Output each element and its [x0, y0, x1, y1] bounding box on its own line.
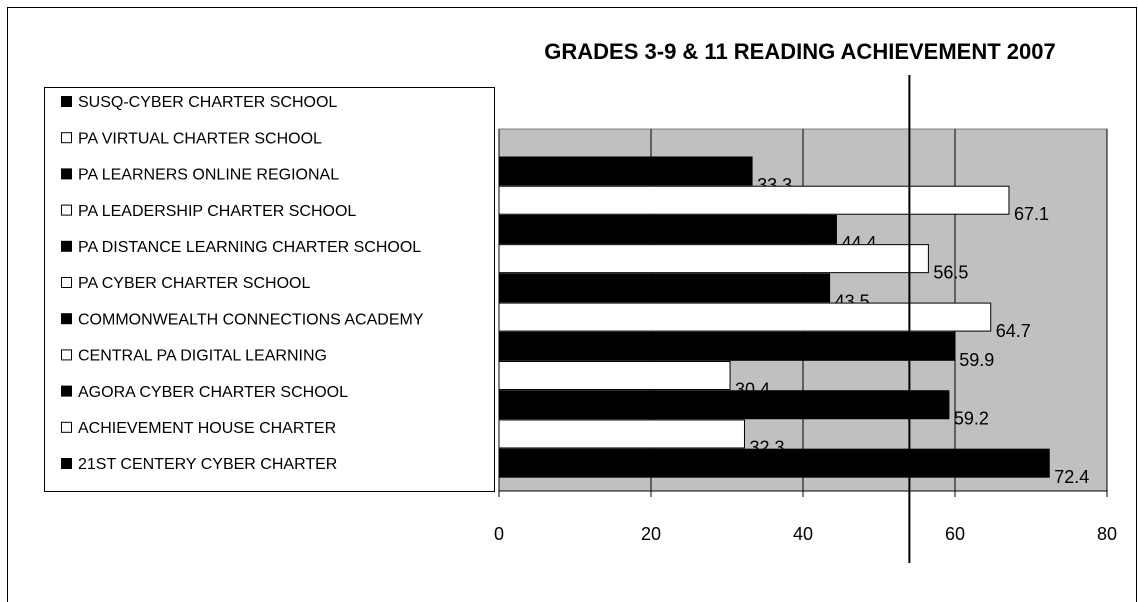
legend-marker [61, 132, 72, 144]
value-label: 59.9 [959, 350, 994, 370]
x-tick-label: 40 [793, 524, 813, 544]
bar [498, 185, 1010, 215]
legend-label: CENTRAL PA DIGITAL LEARNING [78, 348, 327, 365]
bar [498, 273, 831, 303]
bar [498, 448, 1050, 478]
legend-label: SUSQ-CYBER CHARTER SCHOOL [78, 94, 337, 111]
legend-marker [61, 277, 72, 288]
legend-marker [61, 421, 72, 433]
x-tick-label: 0 [494, 524, 504, 544]
legend-marker [61, 385, 72, 397]
bar [498, 244, 929, 274]
value-label: 64.7 [996, 321, 1031, 341]
value-label: 72.4 [1054, 467, 1089, 487]
bar [498, 156, 753, 186]
legend-label: PA DISTANCE LEARNING CHARTER SCHOOL [78, 239, 421, 256]
legend-label: PA LEARNERS ONLINE REGIONAL [78, 167, 339, 184]
legend-marker [61, 313, 72, 325]
value-label: 59.2 [954, 408, 989, 428]
legend-label: PA CYBER CHARTER SCHOOL [78, 275, 310, 292]
legend-marker [61, 204, 72, 216]
legend-label: AGORA CYBER CHARTER SCHOOL [78, 384, 348, 401]
legend [44, 87, 495, 492]
x-tick-label: 20 [641, 524, 661, 544]
bar [498, 302, 992, 332]
bar [498, 331, 955, 361]
value-label: 56.5 [933, 262, 968, 282]
legend-marker [61, 96, 72, 107]
bar [498, 361, 731, 391]
value-label: 67.1 [1014, 204, 1049, 224]
legend-label: ACHIEVEMENT HOUSE CHARTER [78, 420, 336, 437]
legend-label: PA VIRTUAL CHARTER SCHOOL [78, 130, 322, 147]
chart-title: GRADES 3-9 & 11 READING ACHIEVEMENT 2007 [544, 39, 1055, 64]
x-tick-label: 80 [1097, 524, 1117, 544]
bar [498, 419, 745, 449]
legend-label: COMMONWEALTH CONNECTIONS ACADEMY [78, 311, 424, 328]
legend-marker [61, 458, 72, 469]
legend-marker [61, 168, 72, 180]
legend-marker [61, 349, 72, 361]
legend-label: 21ST CENTERY CYBER CHARTER [78, 456, 337, 473]
bar [498, 390, 950, 420]
x-tick-label: 60 [945, 524, 965, 544]
legend-label: PA LEADERSHIP CHARTER SCHOOL [78, 203, 356, 220]
legend-marker [61, 240, 72, 252]
bar [498, 214, 837, 244]
